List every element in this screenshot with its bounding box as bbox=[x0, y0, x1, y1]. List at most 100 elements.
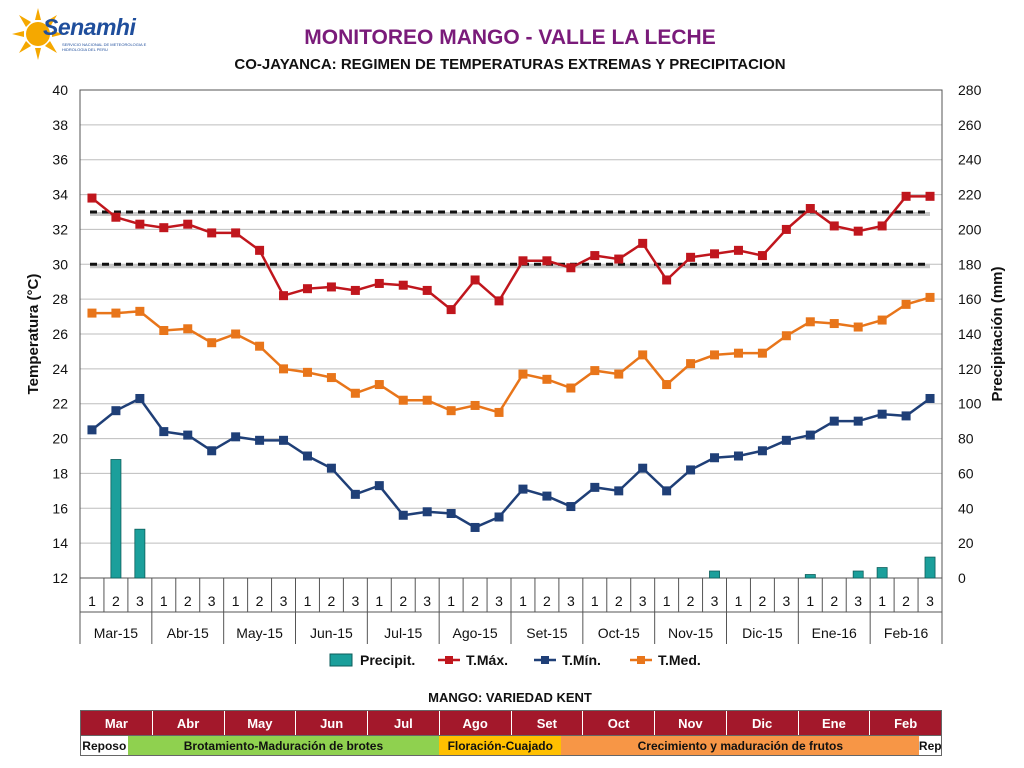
phenology-stage: Brotamiento-Maduración de brotes bbox=[127, 736, 440, 755]
tmed-point bbox=[662, 380, 672, 390]
dekad-tick-label: 3 bbox=[854, 593, 862, 609]
dekad-tick-label: 3 bbox=[136, 593, 144, 609]
phenology-month: Ago bbox=[439, 711, 512, 735]
month-tick-label: Nov-15 bbox=[668, 625, 713, 641]
tmed-point bbox=[877, 315, 887, 325]
month-tick-label: Set-15 bbox=[526, 625, 567, 641]
y-tick-label: 22 bbox=[52, 396, 68, 412]
dekad-tick-label: 2 bbox=[615, 593, 623, 609]
dekad-tick-label: 2 bbox=[830, 593, 838, 609]
y-tick-label: 40 bbox=[52, 82, 68, 98]
tmin-point bbox=[422, 507, 432, 517]
tmin-point bbox=[135, 393, 145, 403]
tmed-point bbox=[853, 322, 863, 332]
month-tick-label: Mar-15 bbox=[94, 625, 139, 641]
tmax-point bbox=[87, 193, 97, 203]
tmax-point bbox=[614, 254, 624, 264]
tmax-point bbox=[446, 305, 456, 315]
sun-logo-icon bbox=[12, 8, 64, 60]
legend-label: T.Máx. bbox=[466, 652, 508, 668]
tmax-point bbox=[877, 221, 887, 231]
tmin-point bbox=[518, 484, 528, 494]
y2-tick-label: 140 bbox=[958, 326, 982, 342]
y-tick-label: 18 bbox=[52, 465, 68, 481]
tmed-point bbox=[446, 406, 456, 416]
dekad-tick-label: 2 bbox=[902, 593, 910, 609]
precip-bar bbox=[876, 567, 888, 579]
tmed-point bbox=[566, 383, 576, 393]
tmin-point bbox=[111, 406, 121, 416]
tmin-point bbox=[494, 512, 504, 522]
y-tick-label: 36 bbox=[52, 152, 68, 168]
tmax-point bbox=[111, 212, 121, 222]
dekad-tick-label: 2 bbox=[471, 593, 479, 609]
dekad-tick-label: 2 bbox=[399, 593, 407, 609]
tmin-point bbox=[326, 463, 336, 473]
tmax-point bbox=[326, 282, 336, 292]
tmax-point bbox=[853, 226, 863, 236]
tmin-point bbox=[638, 463, 648, 473]
tmax-point bbox=[638, 238, 648, 248]
dekad-tick-label: 2 bbox=[687, 593, 695, 609]
y2-tick-label: 240 bbox=[958, 152, 982, 168]
tmed-point bbox=[757, 348, 767, 358]
phenology-month: Ene bbox=[798, 711, 871, 735]
y2-tick-label: 40 bbox=[958, 500, 974, 516]
tmed-point bbox=[207, 338, 217, 348]
phenology-month: Feb bbox=[870, 711, 941, 735]
dekad-tick-label: 1 bbox=[375, 593, 383, 609]
dekad-tick-label: 1 bbox=[735, 593, 743, 609]
dekad-tick-label: 2 bbox=[543, 593, 551, 609]
tmin-point bbox=[805, 430, 815, 440]
y2-tick-label: 180 bbox=[958, 256, 982, 272]
y2-tick-label: 120 bbox=[958, 361, 982, 377]
logo-wordmark: Senamhi bbox=[43, 14, 136, 40]
y-tick-label: 28 bbox=[52, 291, 68, 307]
dekad-tick-label: 3 bbox=[280, 593, 288, 609]
tmed-point bbox=[733, 348, 743, 358]
tmed-point bbox=[111, 308, 121, 318]
legend-marker-tmax bbox=[445, 656, 453, 664]
tmin-point bbox=[566, 502, 576, 512]
tmax-point bbox=[901, 191, 911, 201]
tmed-point bbox=[901, 299, 911, 309]
phenology-stages-row: Reposo Brotamiento-Maduración de brotes Fl… bbox=[80, 736, 942, 756]
dekad-tick-label: 1 bbox=[591, 593, 599, 609]
tmin-point bbox=[877, 409, 887, 419]
phenology-month: Abr bbox=[152, 711, 225, 735]
tmin-point bbox=[829, 416, 839, 426]
tmin-point bbox=[159, 427, 169, 437]
legend-label: T.Mín. bbox=[562, 652, 601, 668]
month-tick-label: Jul-15 bbox=[384, 625, 422, 641]
tmax-point bbox=[398, 280, 408, 290]
tmed-point bbox=[686, 359, 696, 369]
tmin-point bbox=[470, 522, 480, 532]
y2-axis-label: Precipitación (mm) bbox=[989, 266, 1006, 401]
dekad-tick-label: 1 bbox=[806, 593, 814, 609]
phenology-months-row: Mar Abr May Jun Jul Ago Set Oct Nov Dic Ene Feb bbox=[80, 710, 942, 736]
tmed-point bbox=[279, 364, 289, 374]
dekad-tick-label: 1 bbox=[160, 593, 168, 609]
tmed-point bbox=[135, 306, 145, 316]
tmin-point bbox=[279, 435, 289, 445]
tmed-point bbox=[159, 326, 169, 336]
tmed-point bbox=[494, 407, 504, 417]
precip-bar bbox=[852, 570, 864, 579]
phenology-stage: Reposo bbox=[81, 736, 128, 755]
tmax-point bbox=[925, 191, 935, 201]
tmax-point bbox=[733, 245, 743, 255]
dekad-tick-label: 1 bbox=[878, 593, 886, 609]
precip-bar bbox=[709, 570, 720, 579]
y-tick-label: 26 bbox=[52, 326, 68, 342]
tmin-point bbox=[710, 453, 720, 463]
dekad-tick-label: 2 bbox=[112, 593, 120, 609]
tmax-point bbox=[159, 223, 169, 233]
tmed-point bbox=[781, 331, 791, 341]
tmed-point bbox=[470, 400, 480, 410]
precip-bar bbox=[110, 459, 122, 579]
tmin-point bbox=[374, 481, 384, 491]
tmed-point bbox=[398, 395, 408, 405]
y2-tick-label: 200 bbox=[958, 221, 982, 237]
tmin-point bbox=[686, 465, 696, 475]
precip-bar bbox=[134, 528, 146, 579]
